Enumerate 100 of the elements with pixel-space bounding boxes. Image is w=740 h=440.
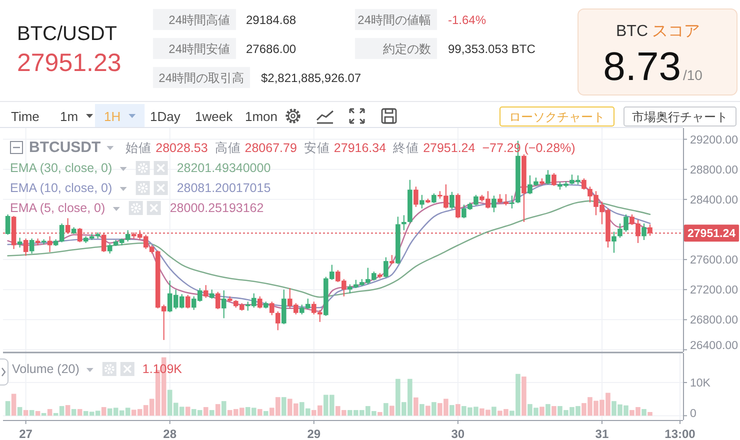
- bar: [35, 411, 40, 416]
- candlestick: [221, 290, 226, 319]
- annotation: 28028.53: [156, 141, 208, 155]
- bar: [29, 410, 34, 416]
- bar: [5, 401, 10, 416]
- candlestick: [275, 310, 280, 331]
- text: 1Day: [150, 109, 181, 124]
- x-tick-label: 31: [595, 427, 609, 440]
- x-tick-label: 27: [19, 427, 33, 440]
- bar: [456, 404, 460, 416]
- candlestick: [552, 172, 556, 186]
- bar: [552, 406, 556, 416]
- bar: [65, 405, 70, 416]
- text: $2,821,885,926.07: [261, 71, 362, 85]
- text: 24時間高値: [168, 13, 230, 27]
- candlestick: [402, 214, 406, 231]
- candlestick: [642, 222, 646, 240]
- bar: [450, 405, 454, 416]
- text: 1m: [60, 109, 78, 124]
- bar: [390, 406, 394, 416]
- annotation: 高値: [214, 140, 241, 155]
- candlestick: [23, 238, 28, 256]
- x-tick-label: 13:00: [664, 427, 696, 440]
- text: ローソクチャート: [509, 110, 605, 124]
- bar: [185, 406, 190, 416]
- candlestick: [215, 291, 220, 310]
- bar: [263, 411, 268, 416]
- text: 27686.00: [246, 42, 296, 56]
- text: 市場奥行チャート: [632, 110, 728, 124]
- candlestick: [203, 284, 208, 298]
- bar: [281, 397, 286, 416]
- text: /10: [683, 67, 703, 83]
- x-tick-label: 30: [451, 427, 465, 440]
- text: 1week: [195, 109, 234, 124]
- annotation: 安値: [304, 140, 330, 155]
- y-tick-label: 27600.00: [690, 254, 738, 267]
- text: 27951.23: [17, 49, 122, 77]
- candlestick: [420, 194, 424, 209]
- candlestick: [432, 192, 436, 204]
- text: -1.64%: [448, 13, 486, 27]
- annotation: 28201.49340000: [176, 161, 271, 175]
- bar: [522, 376, 526, 416]
- bar: [221, 401, 226, 416]
- bar: [378, 412, 382, 416]
- candlestick: [5, 214, 10, 236]
- y-tick-label: 26400.00: [690, 340, 738, 352]
- y-tick-label: 27200.00: [690, 284, 738, 297]
- candlestick: [510, 195, 514, 209]
- bar: [492, 406, 496, 416]
- candlestick: [450, 191, 454, 210]
- bar: [257, 409, 262, 416]
- y-tick-label: 10K: [690, 378, 711, 390]
- text: 1H: [104, 109, 121, 124]
- candlestick: [456, 192, 460, 219]
- text: BTCUSDT: [29, 139, 101, 156]
- bar: [414, 397, 418, 416]
- candlestick: [384, 256, 388, 278]
- series-label: EMA (5, close, 0): [10, 201, 106, 215]
- text: BTC: [616, 23, 648, 40]
- text: Time: [11, 109, 40, 124]
- y-tick-label: 28400.00: [690, 194, 738, 206]
- x-tick-label: 29: [307, 427, 321, 440]
- bar: [101, 407, 106, 416]
- y-tick-label: 26800.00: [690, 314, 738, 327]
- bar: [203, 407, 208, 416]
- text: 99,353.053 BTC: [448, 42, 536, 56]
- candlestick: [185, 294, 190, 309]
- bar: [17, 407, 22, 416]
- bar: [215, 404, 220, 416]
- text: Volume (20): [12, 362, 80, 376]
- annotation: 27916.34: [334, 141, 386, 155]
- bar: [426, 406, 430, 416]
- candlestick: [269, 301, 274, 316]
- bar: [209, 410, 214, 416]
- text: 29184.68: [246, 13, 296, 27]
- x-tick-label: 28: [163, 427, 177, 440]
- text: 24時間安値: [168, 42, 230, 56]
- annotation: 28067.79: [244, 141, 297, 155]
- bar: [47, 409, 52, 416]
- candlestick: [17, 237, 22, 248]
- bar: [11, 394, 16, 416]
- annotation: 始値: [126, 141, 152, 155]
- bar: [648, 412, 652, 416]
- y-tick-label: 0: [690, 408, 696, 420]
- bar: [71, 409, 76, 416]
- candlestick: [414, 186, 418, 208]
- bar: [384, 403, 388, 416]
- candlestick: [209, 289, 214, 300]
- annotation: 1.109K: [142, 362, 183, 376]
- text: 24時間の取引高: [158, 71, 244, 85]
- candlestick: [492, 195, 496, 213]
- bar: [546, 404, 550, 416]
- candlestick: [582, 178, 586, 190]
- y-tick-label: 28800.00: [690, 164, 738, 176]
- y-tick-label: 29200.00: [690, 134, 738, 146]
- candlestick: [29, 238, 34, 254]
- candlestick: [257, 296, 262, 309]
- bar: [77, 409, 82, 416]
- annotation: 28081.20017015: [176, 181, 271, 195]
- text: 約定の数: [383, 42, 431, 56]
